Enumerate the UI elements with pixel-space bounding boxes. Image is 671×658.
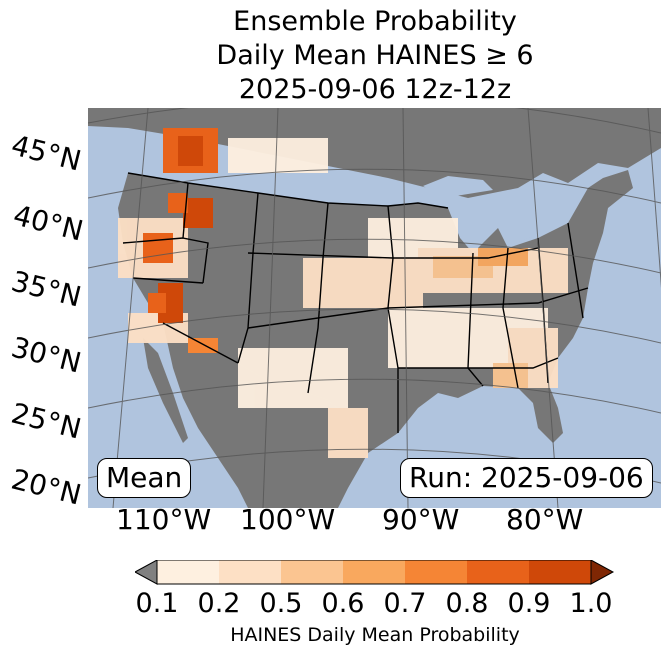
lat-label-35: 35°N xyxy=(8,264,85,314)
colorbar-segment xyxy=(219,560,282,584)
lon-label-80w: 80°W xyxy=(506,503,584,536)
colorbar-segment xyxy=(529,560,592,584)
lake-superior xyxy=(423,176,493,198)
lat-label-20: 20°N xyxy=(8,462,85,512)
hotspots xyxy=(143,128,218,353)
colorbar-tick-0: 0.1 xyxy=(135,588,179,619)
colorbar-segments xyxy=(157,560,592,584)
lat-label-25: 25°N xyxy=(8,396,85,446)
colorbar-outline xyxy=(156,560,592,585)
lake-huron xyxy=(493,198,518,233)
baja-peninsula xyxy=(143,338,188,443)
canada-land xyxy=(88,108,661,198)
state-borders xyxy=(122,172,589,433)
colorbar-tick-7: 1.0 xyxy=(569,588,613,619)
run-label-box: Run: 2025-09-06 xyxy=(400,458,653,498)
lake-michigan xyxy=(460,200,478,253)
colorbar-segment xyxy=(343,560,406,584)
lon-label-100w: 100°W xyxy=(240,503,336,536)
colorbar-segment xyxy=(467,560,530,584)
title-line-1: Ensemble Probability xyxy=(233,6,517,37)
mode-label-box: Mean xyxy=(97,458,192,498)
lon-label-110w: 110°W xyxy=(116,503,212,536)
lat-label-40: 40°N xyxy=(10,198,87,248)
colorbar-label: HAINES Daily Mean Probability xyxy=(230,624,520,646)
title-line-3: 2025-09-06 12z-12z xyxy=(238,74,512,105)
lat-label-45: 45°N xyxy=(8,128,85,178)
colorbar-tick-5: 0.8 xyxy=(445,588,489,619)
colorbar-tick-1: 0.2 xyxy=(197,588,241,619)
lat-label-30: 30°N xyxy=(8,330,85,380)
colorbar-over-arrow xyxy=(590,560,615,585)
mexico-land xyxy=(163,323,368,508)
colorbar-segment xyxy=(157,560,220,584)
colorbar-tick-3: 0.6 xyxy=(321,588,365,619)
colorbar-tick-2: 0.5 xyxy=(259,588,303,619)
map-canvas xyxy=(88,108,661,508)
graticule xyxy=(88,108,661,508)
colorbar-under-arrow xyxy=(135,560,158,585)
colorbar-segment xyxy=(405,560,468,584)
colorbar-tick-4: 0.7 xyxy=(383,588,427,619)
title-line-2: Daily Mean HAINES ≥ 6 xyxy=(216,40,534,71)
colorbar-segment xyxy=(281,560,344,584)
map-panel xyxy=(88,108,661,508)
colorbar xyxy=(135,560,615,585)
lon-label-90w: 90°W xyxy=(382,503,460,536)
colorbar-tick-6: 0.9 xyxy=(507,588,551,619)
